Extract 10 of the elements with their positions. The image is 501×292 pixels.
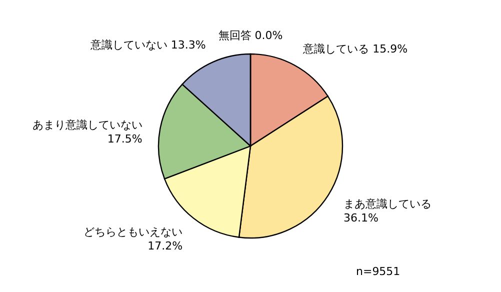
data-label: 17.5% — [107, 132, 142, 146]
text: n=9551 — [356, 265, 400, 278]
data-label: 17.2% — [148, 239, 183, 252]
slice-label: どちらともいえない — [84, 225, 183, 238]
category-label: 無回答 0.0% — [218, 29, 283, 42]
data-label: 36.1% — [344, 212, 379, 225]
slice-label: 意識していない 13.3% — [89, 38, 206, 52]
slice-label: 意識している 15.9% — [302, 42, 408, 56]
slice-label: あまり意識していない — [32, 118, 142, 132]
slice-label: まあ意識している — [344, 198, 432, 211]
